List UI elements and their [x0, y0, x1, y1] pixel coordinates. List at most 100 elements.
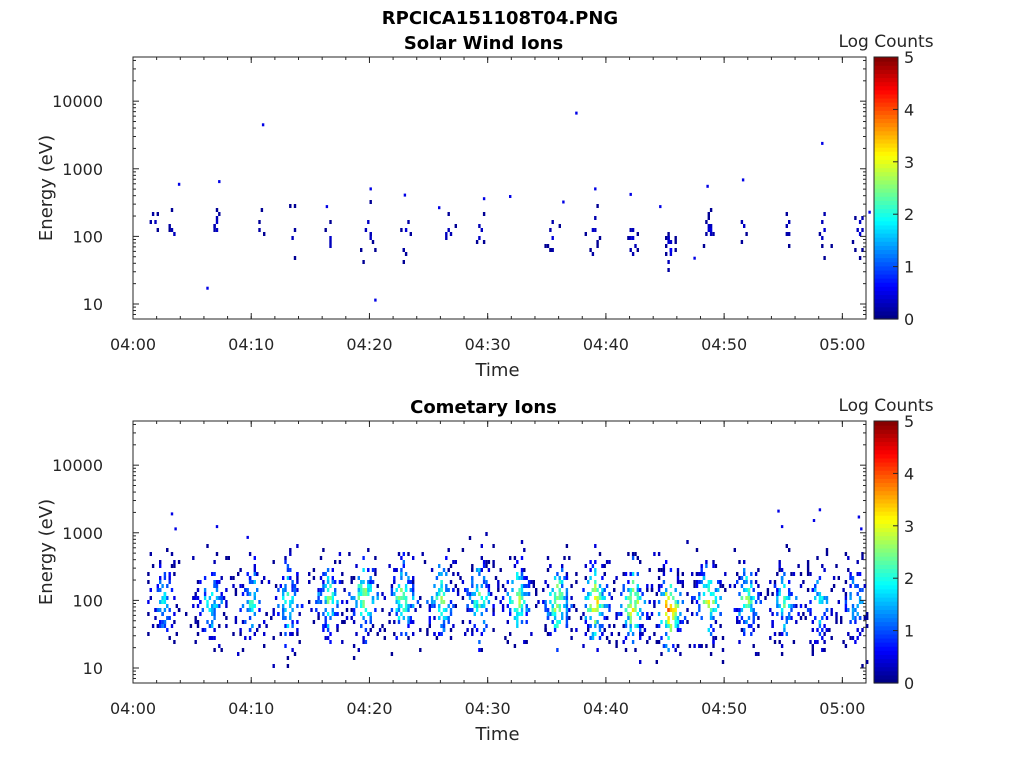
y-tick-label: 1000 — [62, 524, 103, 543]
data-cell — [714, 596, 718, 600]
data-cell — [648, 568, 651, 572]
data-cell — [409, 588, 412, 592]
data-cell — [369, 232, 372, 236]
data-cell — [719, 584, 722, 588]
data-cell — [752, 616, 755, 620]
data-cell — [341, 620, 344, 624]
data-cell — [565, 596, 569, 600]
data-cell — [783, 600, 786, 604]
data-cell — [492, 544, 495, 548]
data-cell — [657, 640, 661, 644]
data-cell — [203, 592, 207, 596]
data-cell — [513, 564, 517, 568]
data-cell — [740, 616, 744, 620]
colorbar-segment — [874, 290, 898, 296]
data-cell — [253, 612, 256, 616]
data-cell — [665, 560, 668, 564]
data-cell — [485, 580, 488, 584]
data-cell — [740, 220, 744, 224]
data-cell — [825, 548, 829, 552]
data-cell — [326, 612, 330, 616]
colorbar-segment — [874, 584, 898, 590]
data-cell — [544, 608, 547, 612]
data-cell — [430, 596, 434, 600]
data-cell — [641, 592, 644, 596]
data-cell — [795, 596, 798, 600]
data-cell — [591, 608, 595, 612]
data-cell — [605, 604, 609, 608]
data-cell — [788, 588, 791, 592]
data-cell — [785, 232, 788, 236]
data-cell — [561, 584, 564, 588]
x-tick-label: 04:30 — [465, 699, 511, 718]
data-cell — [821, 600, 824, 604]
data-cell — [151, 624, 155, 628]
data-cell — [747, 588, 751, 592]
data-cell — [535, 592, 538, 596]
data-cell — [244, 636, 247, 640]
data-cell — [825, 608, 829, 612]
data-cell — [738, 640, 741, 644]
colorbar-segment — [874, 556, 898, 561]
data-cell — [329, 236, 332, 240]
colorbar-segment — [874, 167, 898, 173]
data-cell — [700, 568, 703, 572]
data-cell — [660, 592, 663, 596]
data-cell — [390, 592, 394, 596]
data-cell — [475, 628, 479, 632]
colorbar-segment — [874, 433, 898, 438]
data-cell — [821, 236, 824, 240]
data-cell — [780, 616, 784, 620]
data-cell — [634, 552, 637, 556]
data-cell — [821, 141, 824, 145]
data-cell — [747, 592, 751, 596]
data-cell — [194, 640, 197, 644]
data-cell — [324, 596, 327, 600]
data-cell — [168, 224, 171, 228]
colorbar-segment — [874, 498, 898, 504]
data-cell — [665, 252, 668, 256]
data-cell — [520, 568, 524, 572]
data-cell — [570, 596, 573, 600]
data-cell — [683, 616, 687, 620]
data-cell — [662, 644, 666, 648]
data-cell — [570, 604, 573, 608]
colorbar-segment — [874, 245, 898, 250]
colorbar-segment — [874, 535, 898, 541]
colorbar-segment — [874, 617, 898, 623]
data-cell — [376, 584, 379, 588]
data-cell — [639, 588, 642, 592]
data-cell — [199, 600, 202, 604]
colorbar-segment — [874, 208, 898, 214]
data-cell — [516, 572, 519, 576]
data-cell — [159, 576, 162, 580]
data-cell — [790, 608, 793, 612]
data-cell — [376, 596, 379, 600]
data-cell — [601, 576, 604, 580]
data-cell — [679, 580, 682, 584]
data-cell — [693, 256, 696, 260]
data-cell — [253, 592, 256, 596]
data-cell — [419, 628, 422, 632]
data-cell — [754, 600, 758, 604]
x-tick-label: 04:30 — [465, 335, 511, 354]
data-cell — [695, 612, 699, 616]
data-cell — [367, 632, 370, 636]
data-cell — [402, 560, 405, 564]
data-cell — [161, 600, 164, 604]
data-cell — [282, 588, 285, 592]
data-cell — [520, 620, 524, 624]
data-cell — [229, 576, 233, 580]
data-cell — [452, 624, 455, 628]
data-cell — [778, 640, 781, 644]
data-cell — [291, 584, 294, 588]
data-cell — [672, 616, 675, 620]
data-cell — [752, 612, 755, 616]
data-cell — [449, 232, 453, 236]
data-cell — [357, 596, 360, 600]
colorbar-segment — [874, 192, 898, 197]
data-cell — [766, 592, 770, 596]
data-cell — [728, 584, 732, 588]
data-cell — [866, 616, 869, 620]
data-cell — [246, 600, 249, 604]
